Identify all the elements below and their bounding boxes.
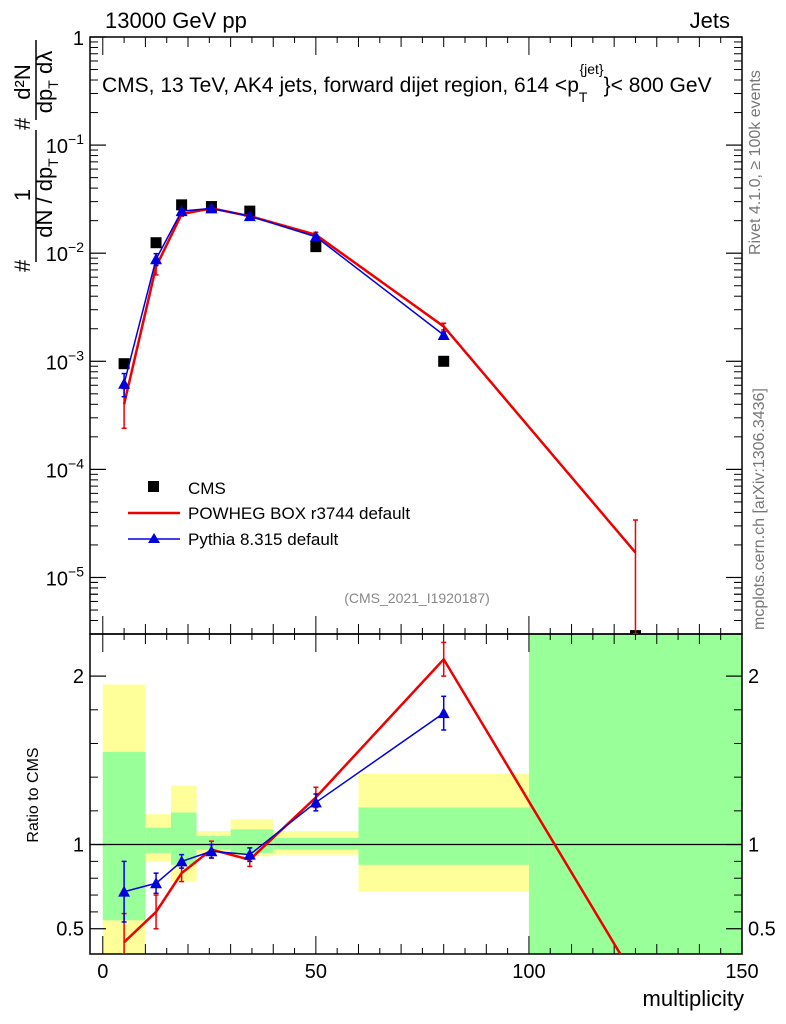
- band-inner-3: [196, 836, 231, 850]
- main-cms-point: [310, 241, 322, 253]
- x-tick-label-1: 50: [305, 961, 327, 983]
- y-label-hash-inner: #: [10, 117, 35, 130]
- mcplots-credit: mcplots.cern.ch [arXiv:1306.3436]: [751, 388, 768, 630]
- axes: 1 10−1 10−2 10−3 10−4 10−5 0 50 100 150 0.5 0.5 1 1 2 2: [46, 28, 776, 983]
- ratio-pythia-point: [175, 855, 188, 867]
- ratio-pythia-point: [309, 796, 322, 808]
- rivet-version: Rivet 4.1.0, ≥ 100k events: [747, 70, 764, 255]
- ratio-pythia-point: [243, 848, 256, 860]
- legend-cms-label: CMS: [188, 479, 226, 498]
- ratio-pythia-point: [437, 707, 450, 719]
- main-cms-point: [176, 199, 188, 211]
- band-inner-1: [145, 827, 171, 853]
- main-y-label: # 1 dN / dpT # d²N dpT dλ: [10, 40, 61, 272]
- main-pythia-point: [175, 205, 188, 217]
- legend-cms-marker: [148, 481, 159, 492]
- y-tick-label-1: 10−1: [46, 131, 84, 158]
- band-inner-6: [358, 807, 529, 865]
- ratio-y-tick-label-1: 1: [73, 835, 84, 857]
- main-cms-point: [150, 237, 162, 249]
- main-pythia-point: [437, 329, 450, 341]
- ratio-pythia-point: [150, 877, 163, 889]
- y-tick-label-5: 10−5: [46, 563, 84, 590]
- ratio-frame: [89, 633, 743, 955]
- ratio-y-tick-label-right-1: 1: [748, 835, 759, 857]
- header-right: Jets: [690, 8, 730, 33]
- ratio-y-tick-label-right-0: 0.5: [748, 919, 776, 941]
- y-label-inner-numerator: d²N: [10, 64, 35, 99]
- ratio-y-tick-label-right-2: 2: [748, 666, 759, 688]
- band-inner-5: [273, 837, 359, 850]
- y-label-inner-denominator: dpT dλ: [32, 51, 61, 113]
- y-tick-label-4: 10−4: [46, 455, 84, 482]
- ratio-y-label: Ratio to CMS: [25, 747, 42, 842]
- y-tick-label-2: 10−2: [46, 239, 84, 266]
- ratio-uncertainty-bands: [102, 634, 742, 954]
- main-pythia-point: [150, 253, 163, 265]
- y-tick-label-3: 10−3: [46, 347, 84, 374]
- ratio-powheg-line: [123, 657, 622, 954]
- legend-pythia-label: Pythia 8.315 default: [188, 530, 339, 549]
- x-tick-label-2: 100: [512, 961, 545, 983]
- ratio-y-tick-label-2: 2: [73, 666, 84, 688]
- band-inner-7: [528, 634, 742, 954]
- legend-pythia-marker: [148, 533, 160, 543]
- main-pythia-point: [118, 377, 131, 389]
- plot-title-sup: {jet}: [579, 61, 603, 77]
- plot-title: CMS, 13 TeV, AK4 jets, forward dijet reg…: [102, 61, 712, 105]
- main-group: [118, 199, 641, 634]
- analysis-watermark: (CMS_2021_I1920187): [344, 590, 490, 606]
- x-tick-label-0: 0: [97, 961, 108, 983]
- plot-title-sub: T: [579, 89, 588, 105]
- y-label-hash-outer: #: [10, 259, 35, 272]
- legend: CMS POWHEG BOX r3744 default Pythia 8.31…: [128, 479, 410, 549]
- x-axis-label: multiplicity: [643, 986, 744, 1011]
- plot-title-post: }< 800 GeV: [604, 74, 712, 97]
- x-tick-label-3: 150: [725, 961, 758, 983]
- header-left: 13000 GeV pp: [105, 8, 247, 33]
- ratio-y-tick-label-0: 0.5: [56, 919, 84, 941]
- ratio-pythia-point: [205, 845, 218, 857]
- ratio-group: [118, 641, 622, 954]
- legend-powheg-label: POWHEG BOX r3744 default: [188, 504, 410, 523]
- main-pythia-point: [309, 230, 322, 242]
- main-cms-point: [118, 358, 130, 370]
- data-series: [118, 199, 641, 954]
- main-cms-point: [438, 355, 450, 367]
- y-label-outer-numerator: 1: [10, 189, 35, 201]
- main-pythia-point: [243, 210, 256, 222]
- band-inner-2: [170, 812, 197, 865]
- main-powheg-line: [122, 207, 637, 554]
- y-tick-label-0: 1: [73, 28, 84, 50]
- main-pythia-point: [205, 202, 218, 214]
- plot-title-pre: CMS, 13 TeV, AK4 jets, forward dijet reg…: [102, 74, 579, 97]
- y-label-outer-denominator: dN / dpT: [32, 158, 61, 238]
- ratio-pythia-point: [118, 885, 131, 897]
